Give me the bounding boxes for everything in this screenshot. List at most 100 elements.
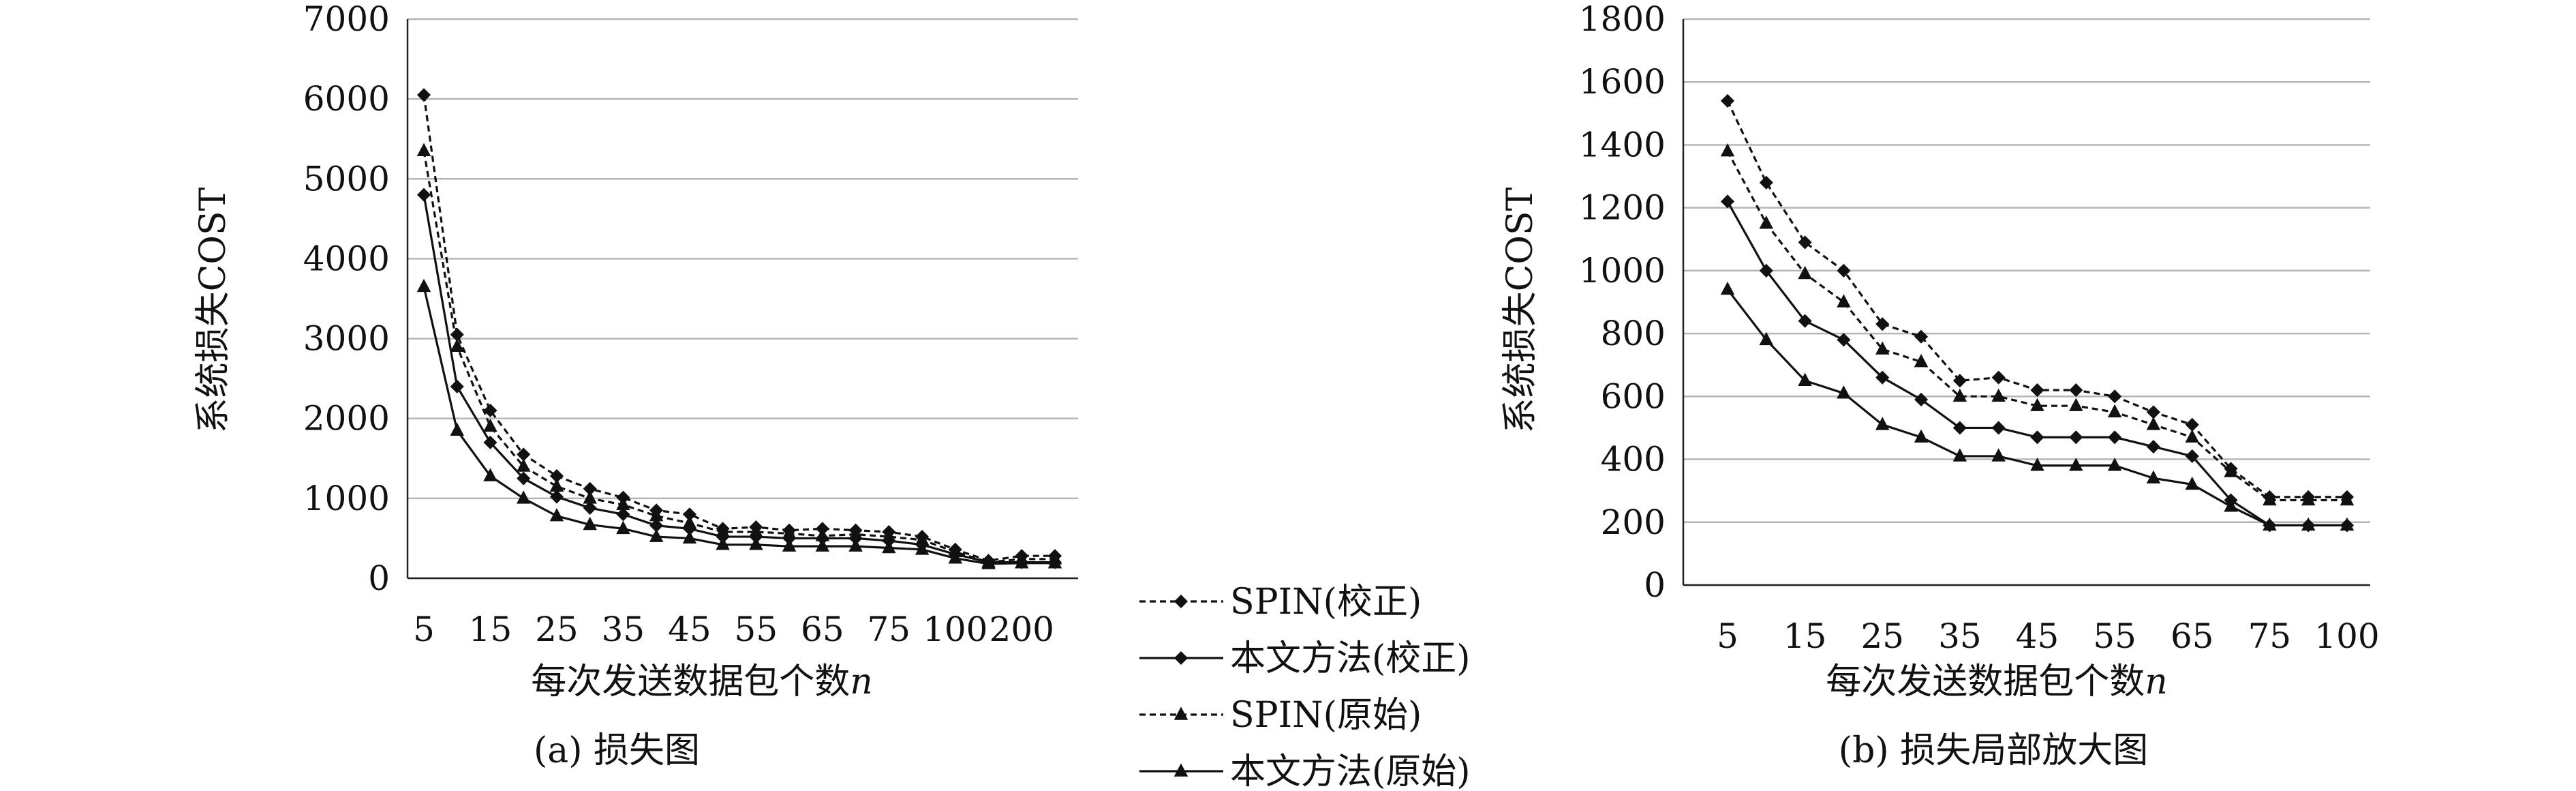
y-tick-label: 600 (1601, 376, 1666, 416)
point (450, 338, 464, 353)
x-tick-label: 65 (801, 610, 844, 649)
point (2263, 492, 2277, 506)
series (416, 188, 1062, 569)
point (583, 516, 597, 531)
y-tick-labels: 0 1000 2000 3000 4000 5000 6000 7000 (303, 0, 390, 598)
point (1875, 317, 1890, 331)
point (815, 538, 830, 552)
y-tick-label: 200 (1601, 503, 1666, 542)
y-tick-label: 6000 (303, 79, 390, 119)
point (1991, 388, 2006, 402)
point (782, 538, 797, 552)
series-layer (416, 88, 1062, 569)
point (1837, 263, 1851, 278)
x-tick-label: 100 (2314, 616, 2379, 656)
x-tick-label: 15 (1783, 616, 1827, 656)
point (517, 471, 531, 486)
point (549, 478, 564, 492)
point (2146, 440, 2161, 454)
point (1952, 421, 1967, 435)
point (1759, 331, 1774, 346)
grid-lines (406, 18, 1078, 580)
point (1991, 448, 2006, 462)
point (882, 539, 896, 554)
point (2107, 458, 2122, 471)
x-tick-label: 75 (868, 610, 911, 649)
point (1174, 763, 1189, 777)
x-tick-labels: 5 15 25 35 45 55 65 75 100 (1717, 616, 2380, 656)
point (583, 501, 597, 515)
point (616, 507, 630, 522)
point (1759, 263, 1773, 278)
point (2146, 470, 2161, 483)
point (416, 88, 431, 102)
legend-label: SPIN(校正) (1230, 582, 1422, 623)
point (416, 188, 431, 202)
point (616, 520, 630, 535)
point (749, 537, 763, 550)
point (2185, 429, 2199, 443)
point (1837, 294, 1851, 308)
grid-lines (1682, 18, 2370, 586)
point (2030, 383, 2044, 398)
point (483, 468, 497, 481)
point (2185, 417, 2199, 432)
x-tick-label: 25 (1860, 616, 1904, 656)
point (1174, 651, 1189, 666)
series (416, 143, 1062, 568)
point (848, 538, 863, 552)
x-tick-label: 100 (923, 610, 987, 649)
y-tick-label: 1600 (1579, 62, 1666, 102)
point (2301, 517, 2316, 531)
point (416, 143, 431, 157)
series-line (423, 194, 1055, 564)
point (2185, 476, 2199, 490)
point (2340, 517, 2355, 531)
point (2069, 398, 2083, 411)
y-tick-label: 800 (1601, 314, 1666, 353)
y-tick-label: 0 (1644, 565, 1666, 605)
point (1720, 281, 1735, 295)
x-tick-label: 65 (2171, 616, 2214, 656)
point (1047, 555, 1062, 569)
legend: SPIN(校正) 本文方法(校正) SPIN(原始) 本文方法(原始) (1139, 582, 1471, 791)
point (682, 530, 697, 544)
point (1952, 374, 1967, 388)
point (1991, 370, 2006, 385)
point (416, 278, 431, 293)
point (1991, 421, 2006, 435)
x-tick-label: 35 (1938, 616, 1982, 656)
y-tick-label: 1400 (1579, 125, 1666, 164)
point (1875, 341, 1890, 355)
series (1720, 143, 2355, 506)
point (2146, 417, 2161, 430)
point (549, 508, 564, 522)
y-tick-label: 5000 (303, 159, 390, 198)
y-axis-label: 系统损失COST (1500, 187, 1541, 433)
point (516, 490, 531, 504)
x-tick-label: 45 (668, 610, 711, 649)
point (1798, 314, 1812, 328)
y-tick-label: 3000 (303, 319, 390, 359)
y-tick-label: 1000 (1579, 251, 1666, 290)
legend-entry: SPIN(原始) (1139, 695, 1422, 736)
point (450, 379, 464, 393)
legend-entry: SPIN(校正) (1139, 582, 1422, 623)
x-tick-label: 55 (735, 610, 778, 649)
point (1914, 329, 1929, 344)
chart-title: (b) 损失局部放大图 (1839, 730, 2148, 771)
point (1875, 370, 1890, 385)
point (1759, 175, 1773, 190)
point (2107, 404, 2122, 418)
point (1914, 429, 1929, 443)
point (2030, 458, 2044, 471)
point (2146, 405, 2161, 419)
y-axis-label: 系统损失COST (193, 187, 234, 433)
x-tick-label: 35 (602, 610, 645, 649)
y-tick-label: 400 (1601, 440, 1666, 479)
point (2030, 430, 2044, 445)
series-line (1726, 150, 2347, 502)
y-tick-label: 2000 (303, 399, 390, 438)
legend-label: SPIN(原始) (1230, 695, 1422, 736)
